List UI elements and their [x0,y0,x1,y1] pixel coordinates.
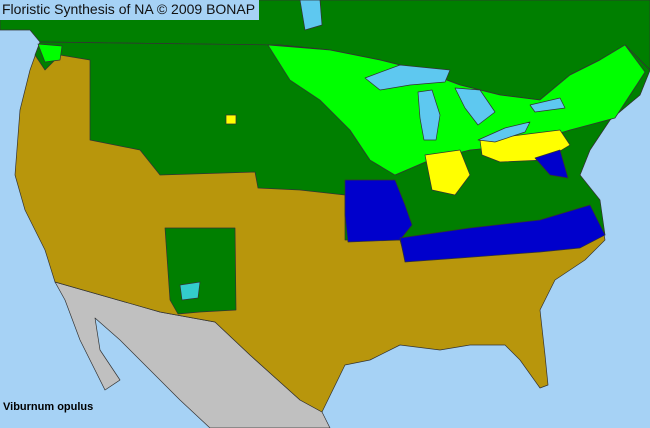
region-missouri [344,179,413,243]
region-yellow-ohio [424,149,471,196]
lake-ontario [529,97,566,113]
region-yellow-wy [225,114,237,125]
region-tn-nc [399,204,606,263]
region-wa-present [37,43,63,63]
map-title: Floristic Synthesis of NA © 2009 BONAP [0,0,260,20]
lake-erie [477,121,531,143]
region-nm-hatch [179,281,201,301]
region-new-mexico [164,227,237,315]
lake-michigan [417,89,441,141]
lake-superior [364,64,451,91]
lake-huron [454,87,496,126]
lake-winnipeg [299,0,323,31]
region-maryland [534,149,569,179]
species-label: Viburnum opulus [3,401,94,413]
